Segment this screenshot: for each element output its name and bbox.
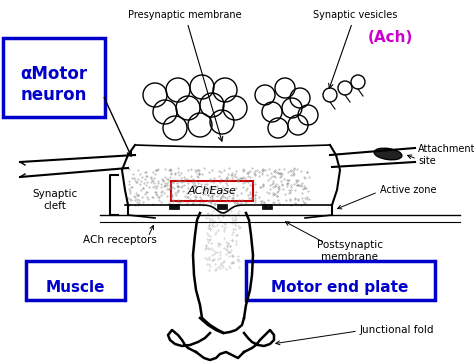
Text: AChEase: AChEase [188,186,237,196]
Text: Synaptic vesicles: Synaptic vesicles [313,10,397,88]
Text: αMotor
neuron: αMotor neuron [20,65,88,104]
Text: (Ach): (Ach) [367,30,413,45]
Text: Motor end plate: Motor end plate [271,280,409,295]
Text: Synaptic
cleft: Synaptic cleft [32,189,78,211]
Bar [262,204,272,209]
FancyBboxPatch shape [246,261,435,300]
Ellipse shape [374,148,402,160]
FancyBboxPatch shape [3,38,105,117]
Text: Junctional fold: Junctional fold [360,325,435,335]
Text: Presynaptic membrane: Presynaptic membrane [128,10,242,141]
Bar [217,204,227,209]
Bar [169,204,179,209]
Text: Muscle: Muscle [45,280,105,295]
Text: ACh receptors: ACh receptors [83,235,157,245]
Text: Postsynaptic
membrane: Postsynaptic membrane [317,240,383,262]
FancyBboxPatch shape [26,261,125,300]
Text: Attachment
site: Attachment site [418,144,474,166]
Text: Active zone: Active zone [380,185,437,195]
FancyBboxPatch shape [171,181,253,201]
